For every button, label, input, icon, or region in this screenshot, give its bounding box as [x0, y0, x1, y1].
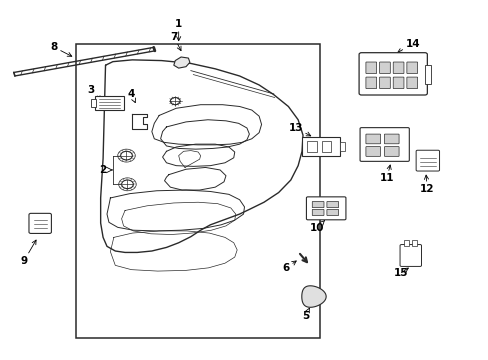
Text: 9: 9 — [20, 240, 36, 266]
FancyBboxPatch shape — [358, 53, 427, 95]
Text: 11: 11 — [379, 165, 393, 183]
Bar — [95, 96, 124, 110]
Circle shape — [121, 151, 132, 160]
Text: 6: 6 — [282, 261, 296, 273]
Text: 12: 12 — [419, 175, 434, 194]
Bar — [339, 142, 344, 151]
Bar — [76, 44, 320, 338]
FancyBboxPatch shape — [392, 77, 403, 89]
Text: 2: 2 — [99, 165, 106, 175]
Bar — [302, 137, 339, 156]
FancyBboxPatch shape — [312, 210, 324, 216]
FancyBboxPatch shape — [379, 62, 389, 73]
Text: 10: 10 — [309, 221, 324, 233]
FancyBboxPatch shape — [365, 147, 380, 156]
Circle shape — [170, 98, 180, 105]
Text: 13: 13 — [288, 123, 310, 136]
FancyBboxPatch shape — [326, 202, 338, 208]
FancyBboxPatch shape — [312, 202, 324, 208]
FancyBboxPatch shape — [359, 128, 408, 161]
Polygon shape — [301, 286, 325, 307]
FancyBboxPatch shape — [415, 150, 439, 171]
FancyBboxPatch shape — [384, 134, 398, 144]
Bar — [91, 99, 96, 107]
FancyBboxPatch shape — [365, 62, 376, 73]
FancyBboxPatch shape — [392, 62, 403, 73]
Bar — [424, 64, 430, 84]
FancyBboxPatch shape — [365, 77, 376, 89]
FancyBboxPatch shape — [29, 213, 51, 233]
Text: 15: 15 — [393, 267, 408, 278]
FancyBboxPatch shape — [406, 62, 417, 73]
FancyBboxPatch shape — [399, 244, 421, 266]
Text: 14: 14 — [397, 39, 419, 53]
Circle shape — [122, 180, 133, 189]
FancyBboxPatch shape — [326, 210, 338, 216]
Text: 1: 1 — [175, 19, 182, 41]
Bar — [411, 240, 416, 246]
Text: 4: 4 — [127, 89, 135, 103]
Text: 5: 5 — [301, 308, 309, 321]
FancyBboxPatch shape — [379, 77, 389, 89]
Text: 3: 3 — [87, 85, 101, 100]
Text: 8: 8 — [51, 42, 72, 56]
FancyBboxPatch shape — [384, 147, 398, 156]
Polygon shape — [173, 57, 189, 68]
FancyBboxPatch shape — [365, 134, 380, 144]
FancyBboxPatch shape — [306, 197, 345, 220]
Bar — [321, 141, 330, 152]
FancyBboxPatch shape — [406, 77, 417, 89]
Text: 7: 7 — [170, 32, 181, 51]
Bar — [403, 240, 408, 246]
Bar — [306, 141, 316, 152]
